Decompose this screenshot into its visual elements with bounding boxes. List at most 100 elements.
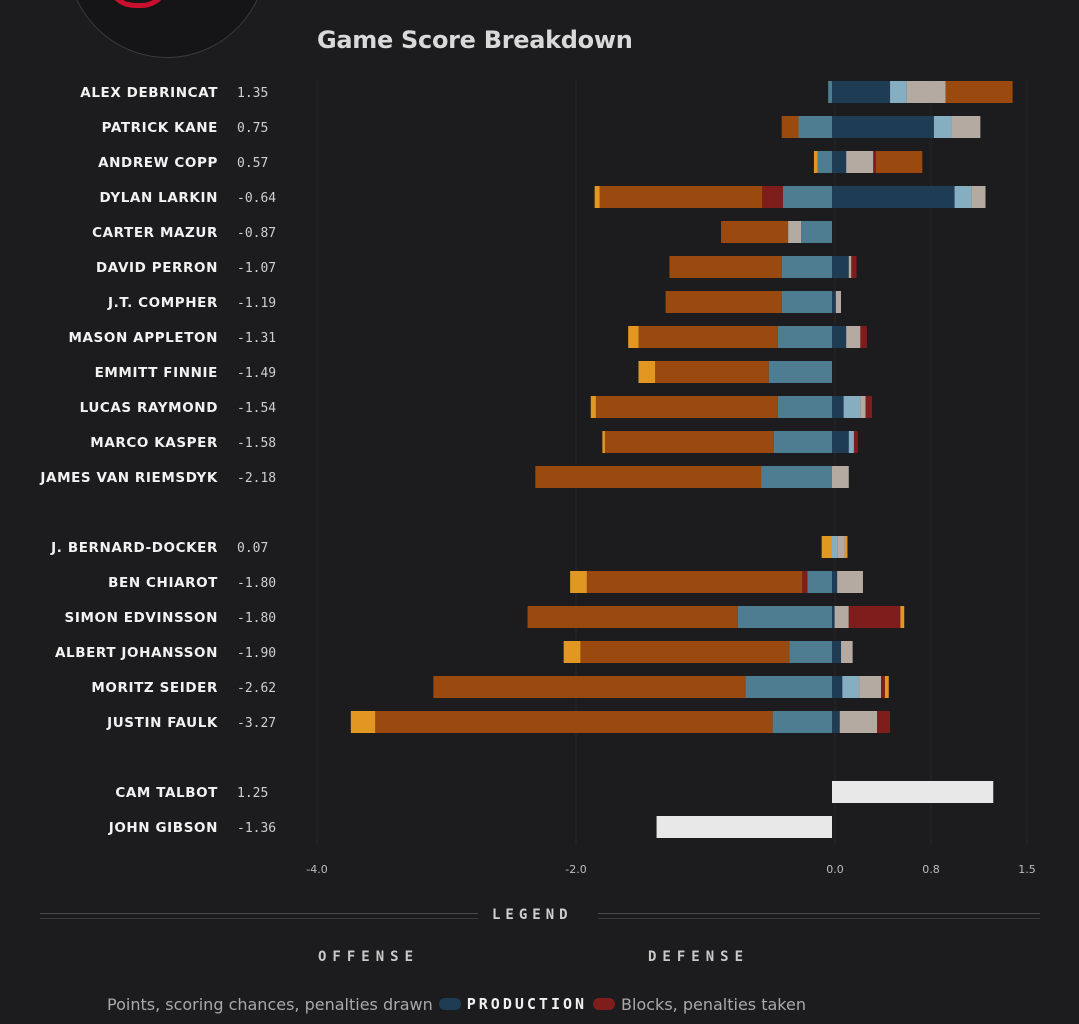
legend-production-label: PRODUCTION bbox=[466, 995, 588, 1013]
player-name: JAMES VAN RIEMSDYK bbox=[39, 470, 218, 486]
bar-segment bbox=[761, 466, 832, 488]
bar-segment bbox=[832, 151, 847, 173]
bar-segment bbox=[563, 641, 581, 663]
game-score-value: 0.07 bbox=[237, 541, 268, 556]
bar-segment bbox=[828, 81, 832, 103]
bar-segment bbox=[837, 571, 863, 593]
bar-segment bbox=[844, 536, 848, 558]
bar-segment bbox=[832, 641, 842, 663]
bar-segment bbox=[832, 781, 994, 803]
bar-segment bbox=[821, 536, 832, 558]
bar-segment bbox=[594, 186, 600, 208]
bar-segment bbox=[655, 361, 769, 383]
game-score-value: -1.07 bbox=[237, 261, 276, 276]
bar-segment bbox=[777, 396, 832, 418]
player-name: ALBERT JOHANSSON bbox=[55, 645, 218, 661]
bar-segment bbox=[848, 431, 854, 453]
player-name: MORITZ SEIDER bbox=[91, 680, 218, 696]
game-score-value: -1.49 bbox=[237, 366, 276, 381]
game-score-value: -2.18 bbox=[237, 471, 276, 486]
player-name: EMMITT FINNIE bbox=[95, 365, 218, 381]
bar-segment bbox=[951, 116, 981, 138]
game-score-value: -1.58 bbox=[237, 436, 276, 451]
game-score-value: -0.64 bbox=[237, 191, 276, 206]
bar-segment bbox=[832, 571, 838, 593]
bar-segment bbox=[590, 396, 596, 418]
bar-segment bbox=[781, 116, 799, 138]
player-name: ALEX DEBRINCAT bbox=[80, 85, 218, 101]
game-score-value: -2.62 bbox=[237, 681, 276, 696]
bar-segment bbox=[580, 641, 790, 663]
bar-segment bbox=[848, 256, 852, 278]
legend-divider-left-2 bbox=[40, 918, 478, 919]
game-score-value: -1.80 bbox=[237, 576, 276, 591]
bar-segment bbox=[842, 676, 860, 698]
x-tick-label: 0.0 bbox=[826, 863, 844, 876]
bar-segment bbox=[832, 676, 843, 698]
bar-segment bbox=[602, 431, 605, 453]
bar-segment bbox=[839, 711, 878, 733]
game-score-value: -1.54 bbox=[237, 401, 276, 416]
bar-segment bbox=[832, 256, 849, 278]
bar-segment bbox=[773, 431, 832, 453]
bar-segment bbox=[817, 151, 832, 173]
bar-segment bbox=[832, 186, 955, 208]
bar-segment bbox=[859, 676, 882, 698]
player-name: JOHN GIBSON bbox=[108, 820, 218, 836]
legend-title: LEGEND bbox=[492, 907, 573, 923]
bar-segment bbox=[737, 606, 832, 628]
bar-segment bbox=[954, 186, 972, 208]
bar-segment bbox=[586, 571, 803, 593]
bar-segment bbox=[933, 116, 952, 138]
legend-production-swatch bbox=[438, 998, 461, 1010]
bar-segment bbox=[835, 291, 842, 313]
bar-segment bbox=[638, 326, 778, 348]
bar-segment bbox=[832, 291, 836, 313]
game-score-value: 1.35 bbox=[237, 86, 268, 101]
legend-row: Points, scoring chances, penalties drawn… bbox=[107, 992, 806, 1016]
bar-segment bbox=[375, 711, 773, 733]
bar-segment bbox=[877, 711, 891, 733]
legend-divider-right-2 bbox=[598, 918, 1040, 919]
bar-segment bbox=[843, 396, 861, 418]
legend-blocks-swatch bbox=[593, 998, 616, 1010]
game-score-value: -0.87 bbox=[237, 226, 276, 241]
bar-segment bbox=[807, 571, 832, 593]
x-tick-label: 1.5 bbox=[1018, 863, 1036, 876]
bar-segment bbox=[890, 81, 907, 103]
bar-segment bbox=[832, 396, 844, 418]
bar-segment bbox=[721, 221, 789, 243]
bar-segment bbox=[837, 536, 845, 558]
bar-segment bbox=[595, 396, 778, 418]
bar-segment bbox=[881, 676, 885, 698]
bar-segment bbox=[801, 221, 832, 243]
bar-segment bbox=[832, 711, 840, 733]
bar-segment bbox=[535, 466, 762, 488]
bar-segment bbox=[875, 151, 923, 173]
player-name: MARCO KASPER bbox=[90, 435, 218, 451]
bar-segment bbox=[781, 256, 832, 278]
bar-segment bbox=[860, 326, 867, 348]
game-score-value: -1.90 bbox=[237, 646, 276, 661]
bar-segment bbox=[604, 431, 774, 453]
bar-segment bbox=[656, 816, 832, 838]
bar-segment bbox=[832, 81, 891, 103]
game-score-value: 1.25 bbox=[237, 786, 268, 801]
game-score-value: -1.19 bbox=[237, 296, 276, 311]
bar-segment bbox=[789, 641, 832, 663]
player-name: J.T. COMPHER bbox=[107, 295, 218, 311]
bar-segment bbox=[788, 221, 802, 243]
bar-segment bbox=[906, 81, 946, 103]
game-score-value: 0.57 bbox=[237, 156, 268, 171]
bar-segment bbox=[781, 291, 832, 313]
bar-segment bbox=[832, 606, 835, 628]
bar-segment bbox=[834, 606, 849, 628]
bar-segment bbox=[865, 396, 872, 418]
game-score-value: -1.36 bbox=[237, 821, 276, 836]
game-score-value: -3.27 bbox=[237, 716, 276, 731]
bar-segment bbox=[945, 81, 1013, 103]
bar-segment bbox=[669, 256, 782, 278]
bar-segment bbox=[802, 571, 808, 593]
bar-segment bbox=[527, 606, 738, 628]
x-tick-label: -2.0 bbox=[565, 863, 586, 876]
